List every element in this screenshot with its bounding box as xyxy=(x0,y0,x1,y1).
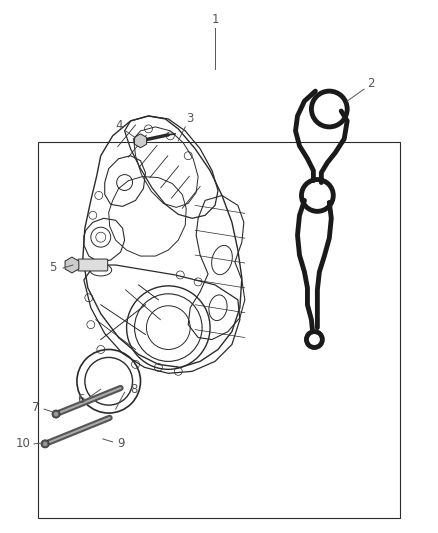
Circle shape xyxy=(52,410,60,418)
Text: 2: 2 xyxy=(367,77,375,90)
Text: 4: 4 xyxy=(115,119,122,132)
Circle shape xyxy=(43,442,47,446)
Text: 8: 8 xyxy=(130,383,137,395)
Text: 10: 10 xyxy=(16,438,31,450)
Text: 6: 6 xyxy=(77,393,85,406)
Text: 9: 9 xyxy=(117,438,124,450)
Text: 1: 1 xyxy=(211,13,219,26)
Bar xyxy=(39,142,399,518)
Text: 7: 7 xyxy=(32,401,40,414)
Text: 3: 3 xyxy=(187,112,194,125)
FancyBboxPatch shape xyxy=(78,259,108,271)
Circle shape xyxy=(54,412,58,416)
Text: 5: 5 xyxy=(49,262,57,274)
Circle shape xyxy=(41,440,49,448)
